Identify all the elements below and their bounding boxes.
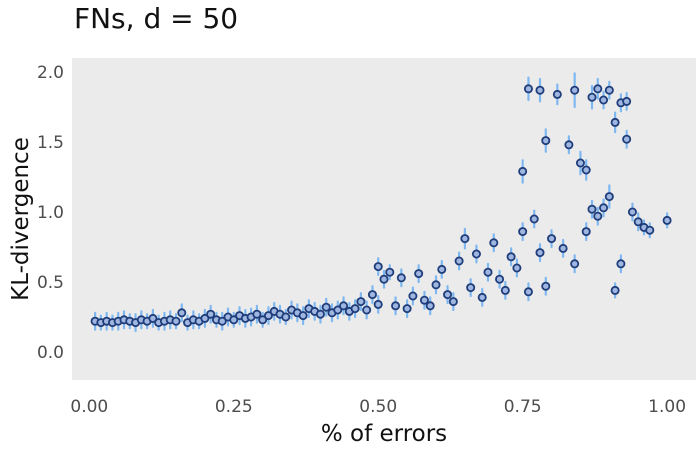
data-point	[373, 299, 383, 309]
data-point	[448, 297, 458, 307]
data-point	[431, 280, 441, 290]
data-point	[385, 267, 395, 277]
data-point	[177, 308, 187, 318]
data-point	[500, 285, 510, 295]
data-point	[408, 291, 418, 301]
data-point	[523, 287, 533, 297]
data-point	[518, 166, 528, 176]
data-point	[391, 301, 401, 311]
data-point	[443, 290, 453, 300]
plot-panel	[72, 58, 696, 380]
data-point	[593, 211, 603, 221]
data-point	[570, 259, 580, 269]
y-tick-label: 2.0	[37, 63, 64, 83]
data-point	[506, 252, 516, 262]
data-point	[466, 283, 476, 293]
data-point	[604, 85, 614, 95]
data-point	[396, 273, 406, 283]
data-point	[206, 309, 216, 319]
data-point	[437, 264, 447, 274]
y-tick-label: 1.0	[37, 203, 64, 223]
data-point	[523, 84, 533, 94]
data-point	[575, 158, 585, 168]
data-point	[662, 215, 672, 225]
y-tick-label: 0.0	[37, 343, 64, 363]
data-point	[645, 225, 655, 235]
data-point	[616, 259, 626, 269]
data-point	[581, 227, 591, 237]
data-point	[477, 292, 487, 302]
data-point	[339, 301, 349, 311]
data-point	[610, 117, 620, 127]
chart-title: FNs, d = 50	[74, 2, 239, 35]
data-point	[581, 165, 591, 175]
data-point	[627, 207, 637, 217]
data-point	[252, 309, 262, 319]
data-point	[541, 136, 551, 146]
y-ticks: 0.0 0.5 1.0 1.5 2.0	[37, 63, 64, 363]
data-point	[535, 248, 545, 258]
data-point	[229, 315, 239, 325]
data-point	[633, 217, 643, 227]
data-points	[90, 84, 672, 328]
data-point	[495, 274, 505, 284]
data-point	[587, 92, 597, 102]
data-point	[610, 285, 620, 295]
data-point	[350, 304, 360, 314]
data-point	[587, 204, 597, 214]
data-point	[263, 311, 273, 321]
data-point	[402, 304, 412, 314]
data-point	[541, 281, 551, 291]
data-point	[298, 311, 308, 321]
y-axis-title: KL-divergence	[8, 137, 34, 301]
data-point	[570, 85, 580, 95]
data-point	[217, 316, 227, 326]
data-point	[599, 95, 609, 105]
x-tick-label: 0.75	[504, 397, 542, 417]
data-point	[593, 84, 603, 94]
data-point	[414, 269, 424, 279]
data-point	[471, 249, 481, 259]
data-point	[148, 313, 158, 323]
data-point	[558, 243, 568, 253]
data-point	[552, 89, 562, 99]
y-tick-label: 1.5	[37, 133, 64, 153]
x-tick-label: 0.50	[359, 397, 397, 417]
data-point	[622, 96, 632, 106]
data-point	[315, 309, 325, 319]
data-point	[362, 305, 372, 315]
data-point	[460, 234, 470, 244]
data-point	[258, 315, 268, 325]
data-point	[454, 256, 464, 266]
data-point	[171, 316, 181, 326]
data-point	[489, 238, 499, 248]
data-point	[281, 312, 291, 322]
data-point	[483, 267, 493, 277]
data-point	[373, 262, 383, 272]
x-tick-label: 0.00	[70, 397, 108, 417]
x-tick-label: 1.00	[648, 397, 686, 417]
data-point	[200, 313, 210, 323]
x-axis-title: % of errors	[321, 421, 447, 447]
data-point	[367, 290, 377, 300]
data-point	[529, 214, 539, 224]
data-point	[512, 263, 522, 273]
x-ticks: 0.00 0.25 0.50 0.75 1.00	[70, 397, 686, 417]
data-point	[356, 297, 366, 307]
data-point	[419, 295, 429, 305]
data-point	[564, 140, 574, 150]
y-tick-label: 0.5	[37, 273, 64, 293]
data-point	[518, 227, 528, 237]
data-point	[599, 203, 609, 213]
data-point	[425, 301, 435, 311]
data-point	[547, 234, 557, 244]
data-point	[321, 302, 331, 312]
data-point	[379, 274, 389, 284]
data-point	[535, 85, 545, 95]
data-point	[333, 305, 343, 315]
x-tick-label: 0.25	[215, 397, 253, 417]
data-point	[622, 134, 632, 144]
data-point	[604, 192, 614, 202]
